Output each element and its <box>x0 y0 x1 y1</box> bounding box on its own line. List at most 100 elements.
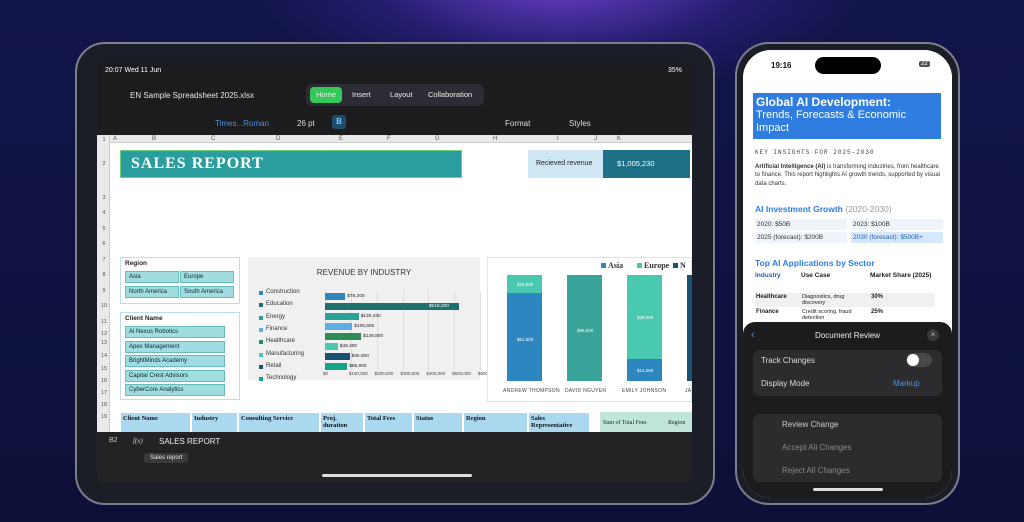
sheet-tab[interactable]: Sales report <box>144 453 189 463</box>
font-size[interactable]: 26 pt <box>297 119 315 128</box>
x-tick-label: DAVID NGUYEN <box>565 388 607 394</box>
format-button[interactable]: Format <box>505 119 531 128</box>
slicer-item[interactable]: North America <box>125 286 179 298</box>
growth-range: (2020-2030) <box>845 204 892 214</box>
column-header: F <box>387 136 391 142</box>
slicer-item[interactable]: Asia <box>125 271 179 283</box>
legend-swatch <box>259 352 263 357</box>
legend-swatch <box>259 303 263 308</box>
stacked-bar <box>627 359 662 381</box>
slicer-item[interactable]: Capital Crest Advisors <box>125 369 225 382</box>
slicer-item[interactable]: Ai Nexus Robotics <box>125 326 225 338</box>
legend-label: Manufacturing <box>266 350 305 357</box>
apps-table: Industry Use Case Market Share (2025) Healt… <box>755 272 935 322</box>
value-label: $95,000 <box>577 328 594 333</box>
row-header: 14 <box>100 353 108 359</box>
value-label: $95,000 <box>351 354 369 359</box>
stacked-bar <box>627 275 662 359</box>
table-header: Consulting Service <box>238 412 320 434</box>
formula-content: SALES REPORT <box>159 437 221 446</box>
close-button[interactable]: × <box>927 329 939 341</box>
legend-swatch <box>259 364 263 369</box>
ribbon-tab[interactable]: Home <box>310 87 343 103</box>
slicer-item[interactable]: South America <box>180 286 234 298</box>
tab-bar <box>306 84 484 106</box>
growth-item: 2030 (forecast): $500B+ <box>851 232 943 243</box>
bar <box>325 343 338 350</box>
display-mode-value[interactable]: Markup <box>893 379 920 388</box>
section-title: Top AI Applications by Sector <box>755 258 875 268</box>
legend-swatch <box>259 327 263 332</box>
legend-swatch <box>259 291 263 295</box>
review-change[interactable]: Review Change <box>782 420 839 429</box>
row-header: 15 <box>100 366 108 372</box>
apps-header: Industry <box>755 272 781 279</box>
section-title: AI Investment Growth (2020-2030) <box>755 204 892 214</box>
value-label: $14,000 <box>637 368 654 373</box>
pivot-column: Region <box>668 420 686 426</box>
bar <box>325 353 350 360</box>
home-indicator <box>813 488 883 491</box>
reject-all[interactable]: Reject All Changes <box>782 466 850 475</box>
accept-all[interactable]: Accept All Changes <box>782 443 852 452</box>
x-tick-label: JA <box>685 388 692 394</box>
legend-label: N <box>680 261 686 270</box>
value-label: $85,900 <box>349 364 367 369</box>
row-header: 19 <box>100 414 108 420</box>
slicer-item[interactable]: Apex Management <box>125 340 225 353</box>
sheet: A B C D E F G H I J K 1 2 3 4 5 6 7 8 9 10 11 12 13 14 15 16 17 18 19… <box>97 135 692 483</box>
row-header: 18 <box>100 402 108 408</box>
stacked-bar <box>687 275 692 381</box>
column-header: G <box>435 136 440 142</box>
track-toggle[interactable] <box>906 353 932 367</box>
grid-line <box>428 291 430 370</box>
row-header: 7 <box>102 257 106 263</box>
x-tick-label: $200,000 <box>374 371 394 376</box>
legend-swatch <box>259 340 263 345</box>
grid-line <box>376 291 378 370</box>
table-header: Status <box>413 412 463 434</box>
x-tick-label: $100,000 <box>348 371 368 376</box>
bold-button[interactable]: B <box>332 115 346 129</box>
ribbon-tab[interactable]: Collaboration <box>428 90 473 99</box>
back-button[interactable]: ‹ <box>751 329 755 341</box>
legend-label: Education <box>266 301 293 308</box>
x-tick-label: EMILY JOHNSON <box>622 388 667 394</box>
value-label: $130,430 <box>360 314 381 319</box>
font-name[interactable]: Times...Roman <box>215 119 269 128</box>
tablet-screen: 20:07 Wed 11 Jun 35% EN Sample Spreadshe… <box>97 62 692 483</box>
status-time: 19:16 <box>771 61 792 70</box>
row-header: 5 <box>102 226 106 232</box>
column-header: H <box>493 136 498 142</box>
bar <box>325 363 348 370</box>
table-header: Region <box>463 412 528 434</box>
chart-area <box>248 257 480 380</box>
stacked-bar <box>507 293 542 381</box>
row-header: 10 <box>100 303 108 309</box>
slicer-item[interactable]: Europe <box>180 271 234 283</box>
slicer-item[interactable]: BrightMinds Academy <box>125 355 225 367</box>
row-header: 17 <box>100 390 108 396</box>
ribbon-tab[interactable]: Insert <box>352 90 371 99</box>
legend-label: Healthcare <box>266 338 296 345</box>
value-label: $105,600 <box>354 324 375 329</box>
apps-cell: 30% <box>870 293 935 307</box>
legend-label: Energy <box>266 313 286 320</box>
apps-header: Use Case <box>801 272 831 279</box>
x-tick-label: $400,000 <box>426 371 446 376</box>
styles-button[interactable]: Styles <box>569 119 591 128</box>
ribbon-tab[interactable]: Layout <box>390 90 413 99</box>
x-tick-label: ANDREW THOMPSON <box>503 388 560 394</box>
slicer-title: Region <box>125 260 148 267</box>
chart-title: REVENUE BY INDUSTRY <box>316 268 412 277</box>
row-header: 11 <box>101 319 107 325</box>
row-header: 12 <box>100 331 108 337</box>
file-name[interactable]: EN Sample Spreadsheet 2025.xlsx <box>130 91 255 100</box>
panel-title: Document Review <box>815 331 880 340</box>
bar <box>325 303 459 310</box>
value-label: $38,000 <box>637 315 654 320</box>
column-header: B <box>152 136 157 142</box>
actions-group <box>753 414 942 482</box>
slicer-item[interactable]: CyberCore Analytics <box>125 384 225 396</box>
